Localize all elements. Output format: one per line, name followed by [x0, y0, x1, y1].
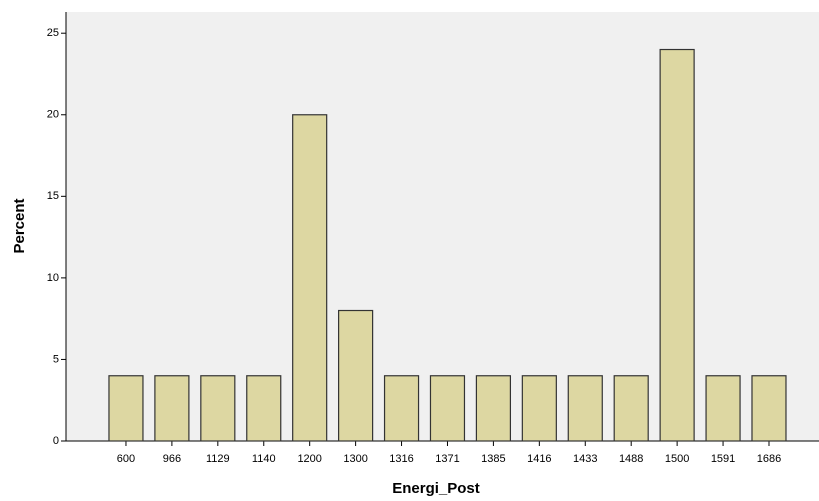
x-axis-title: Energi_Post [392, 480, 480, 497]
bar [108, 375, 144, 442]
bar [613, 375, 649, 442]
bar [246, 375, 282, 442]
bar [429, 375, 466, 442]
bar [567, 375, 603, 442]
x-tick-label: 966 [163, 453, 181, 465]
x-tick-label: 1316 [389, 453, 413, 465]
y-tick-label: 25 [47, 27, 59, 39]
x-tick-label: 600 [117, 453, 135, 465]
x-tick-label: 1686 [757, 453, 781, 465]
x-tick-label: 1433 [573, 453, 597, 465]
x-tick-label: 1371 [435, 453, 459, 465]
y-tick-label: 10 [47, 272, 59, 284]
x-tick-label: 1300 [343, 453, 367, 465]
bar [200, 375, 236, 442]
y-axis-title: Percent [11, 198, 28, 253]
x-tick-label: 1385 [481, 453, 505, 465]
x-tick-label: 1129 [206, 453, 230, 465]
y-tick-label: 0 [53, 435, 59, 447]
bar [521, 375, 557, 442]
y-tick-label: 5 [53, 353, 59, 365]
x-tick-label: 1591 [711, 453, 735, 465]
bar [338, 309, 374, 442]
x-tick-label: 1140 [252, 453, 276, 465]
x-tick-label: 1200 [297, 453, 321, 465]
bar [383, 375, 420, 442]
y-tick-label: 15 [47, 190, 59, 202]
bar [154, 375, 190, 442]
x-tick-label: 1488 [619, 453, 643, 465]
x-tick-label: 1416 [527, 453, 551, 465]
bar [705, 375, 741, 442]
bar [659, 48, 695, 442]
bar [751, 375, 787, 442]
bar [292, 114, 328, 442]
y-tick-label: 20 [47, 109, 59, 121]
bar [475, 375, 512, 442]
x-tick-label: 1500 [665, 453, 689, 465]
